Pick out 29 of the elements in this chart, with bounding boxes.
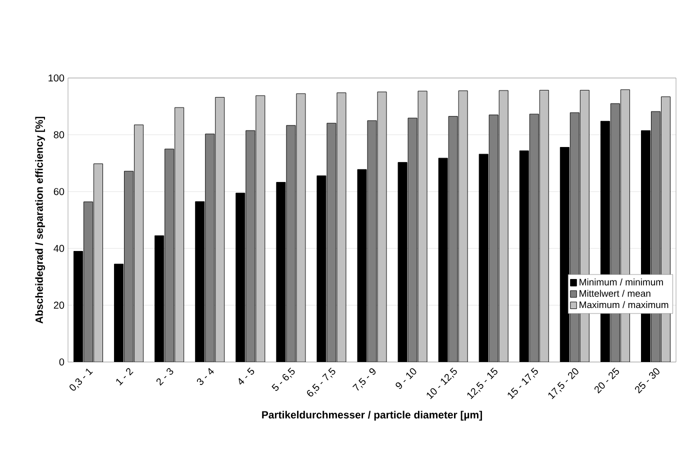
x-tick-label: 20 - 25	[594, 368, 619, 394]
bar	[134, 124, 144, 362]
x-tick-label: 4 - 5	[238, 368, 254, 385]
bar	[215, 97, 224, 362]
y-tick-label: 100	[48, 74, 64, 82]
x-tick-label: 1 - 2	[116, 368, 134, 386]
x-tick-label: 2 - 3	[156, 368, 174, 386]
y-tick-label: 80	[54, 131, 64, 138]
legend-label: Minimum / minimum	[580, 278, 663, 286]
bar	[174, 107, 184, 362]
x-axis-title: Partikeldurchmesser / particle diameter [µm]	[262, 410, 482, 421]
x-tick-label: 6,5 - 7,5	[307, 368, 336, 396]
x-tick-label: 7,5 - 9	[352, 368, 376, 391]
legend-label: Maximum / maximum	[580, 301, 668, 308]
x-tick-label: 3 - 4	[196, 368, 214, 385]
x-tick-label: 5 - 6,5	[272, 368, 295, 391]
legend-label: Mittelwert / mean	[580, 290, 650, 297]
bar	[539, 90, 549, 362]
y-tick-label: 60	[54, 188, 64, 196]
x-tick-label: 9 - 10	[396, 368, 416, 389]
bar	[94, 164, 104, 362]
y-axis-title: Abscheidegrad / separation efficiency [%]	[35, 116, 46, 324]
y-tick-label: 40	[54, 244, 64, 252]
bar	[256, 95, 266, 362]
x-tick-label: 25 - 30	[635, 368, 660, 394]
bar	[498, 90, 508, 362]
y-tick-label: 20	[54, 302, 64, 309]
y-tick-label: 0	[59, 358, 64, 366]
x-tick-label: 0,3 - 1	[70, 368, 93, 391]
